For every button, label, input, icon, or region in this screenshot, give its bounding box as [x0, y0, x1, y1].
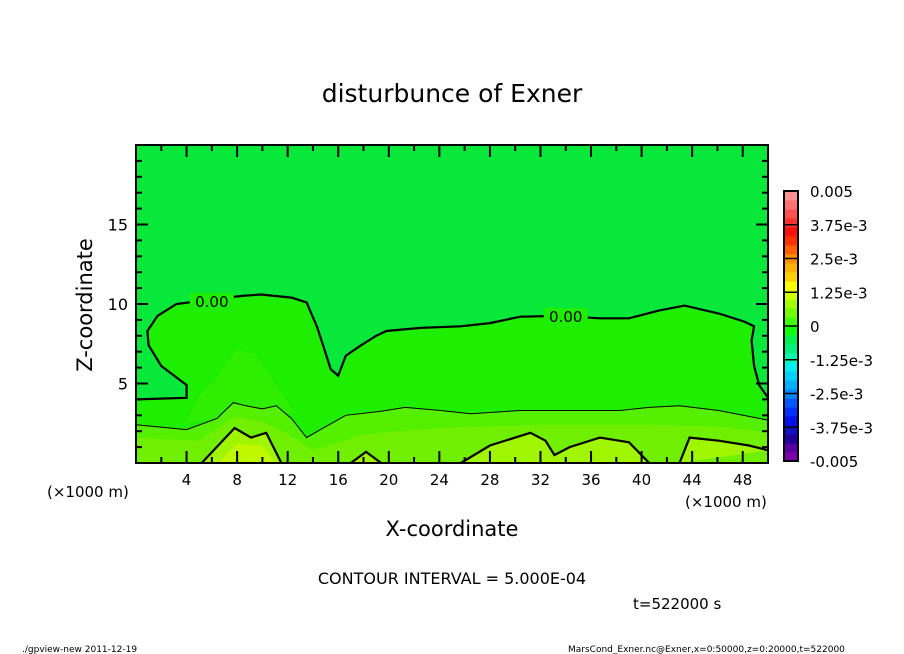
colorbar-segment [784, 326, 798, 336]
y-tick-label: 10 [108, 295, 128, 314]
colorbar-segment [784, 263, 798, 273]
colorbar-segment [784, 218, 798, 228]
colorbar-segment [784, 317, 798, 327]
colorbar-segment [784, 452, 798, 462]
x-tick-label: 8 [232, 471, 242, 489]
x-unit-right: (×1000 m) [685, 493, 767, 511]
contour-label-bg [189, 292, 234, 309]
fill-band-3 [350, 451, 382, 463]
footer-right: MarsCond_Exner.nc@Exner,x=0:50000,z=0:20… [568, 645, 845, 654]
x-tick-label: 12 [278, 471, 297, 489]
colorbar-segment [784, 290, 798, 300]
x-tick-label: 36 [581, 471, 600, 489]
fill-band-4 [218, 443, 275, 463]
colorbar-segment [784, 353, 798, 363]
contour-line [460, 431, 650, 464]
colorbar-segment [784, 272, 798, 282]
x-axis-label: X-coordinate [386, 517, 519, 541]
x-tick-label: 48 [733, 471, 752, 489]
colorbar-segment [784, 308, 798, 318]
contour-label: 0.00 [195, 293, 228, 311]
fill-band-3 [679, 437, 768, 463]
chart-title: disturbunce of Exner [322, 79, 583, 108]
x-tick-label: 4 [182, 471, 192, 489]
x-tick-label: 20 [379, 471, 398, 489]
colorbar-label: -1.25e-3 [810, 352, 873, 370]
colorbar-label: 0.005 [810, 183, 853, 201]
time-text: t=522000 s [633, 595, 721, 613]
colorbar-label: 1.25e-3 [810, 284, 868, 302]
colorbar-segment [784, 209, 798, 219]
contour-label: 0.00 [549, 308, 582, 326]
contour-label-bg [543, 307, 588, 324]
x-unit-left: (×1000 m) [47, 483, 129, 501]
colorbar-label: 2.5e-3 [810, 251, 858, 269]
colorbar-segment [784, 191, 798, 201]
colorbar-label: -0.005 [810, 453, 858, 471]
x-tick-label: 24 [430, 471, 449, 489]
footer-left: ./gpview-new 2011-12-19 [22, 645, 137, 654]
colorbar-segment [784, 299, 798, 309]
colorbar: 0.005 3.75e-3 2.5e-3 1.25e-3 0 -1.25e-3 -2.5e-… [783, 183, 873, 471]
x-tick-label: 32 [531, 471, 550, 489]
colorbar-segment [784, 344, 798, 354]
colorbar-segment [784, 227, 798, 237]
colorbar-segment [784, 335, 798, 345]
colorbar-segment [784, 434, 798, 444]
contour-line [135, 402, 769, 439]
y-tick-label: 15 [108, 216, 128, 235]
colorbar-segment [784, 443, 798, 453]
x-tick-label: 40 [632, 471, 651, 489]
colorbar-label: -3.75e-3 [810, 419, 873, 437]
colorbar-segment [784, 200, 798, 210]
contour-line [200, 426, 283, 464]
x-tick-label: 16 [329, 471, 348, 489]
colorbar-segment [784, 416, 798, 426]
x-tick-label: 44 [683, 471, 702, 489]
contour-interval-text: CONTOUR INTERVAL = 5.000E-04 [318, 569, 586, 588]
x-tick-label: 28 [480, 471, 499, 489]
colorbar-label: -2.5e-3 [810, 386, 863, 404]
colorbar-segment [784, 371, 798, 381]
contour-line [350, 450, 382, 464]
y-axis-label: Z-coordinate [73, 238, 97, 372]
contour-line [678, 436, 769, 464]
colorbar-segment [784, 281, 798, 291]
colorbar-segment [784, 245, 798, 255]
plot-area: 0.00 0.00 [135, 145, 769, 464]
colorbar-label: 0 [810, 318, 820, 336]
colorbar-frame [783, 190, 799, 462]
colorbar-segment [784, 236, 798, 246]
colorbar-segment [784, 398, 798, 408]
y-tick-label: 5 [118, 375, 128, 394]
colorbar-label: 3.75e-3 [810, 217, 868, 235]
colorbar-segment [784, 425, 798, 435]
fill-band-soft [186, 348, 294, 422]
colorbar-segment [784, 380, 798, 390]
colorbar-segment [784, 407, 798, 417]
colorbar-segment [784, 362, 798, 372]
contour-line [135, 293, 769, 401]
